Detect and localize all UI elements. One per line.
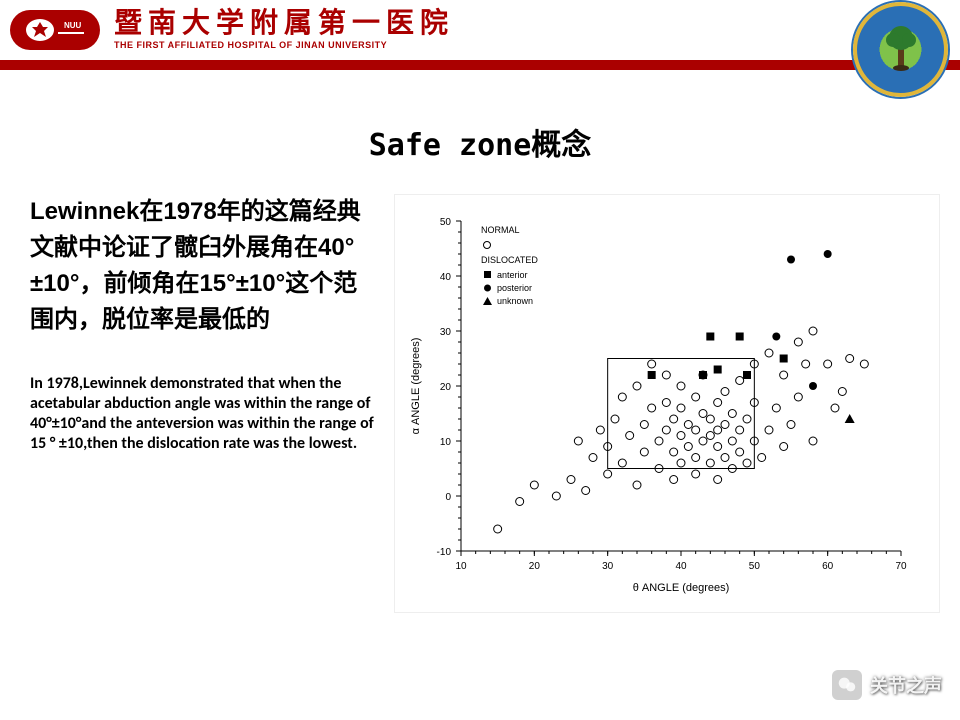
svg-text:NUU: NUU xyxy=(64,21,82,30)
svg-text:10: 10 xyxy=(440,437,452,448)
svg-text:unknown: unknown xyxy=(497,296,533,306)
svg-text:70: 70 xyxy=(895,561,907,572)
svg-text:0: 0 xyxy=(445,492,451,503)
svg-text:10: 10 xyxy=(455,561,467,572)
svg-text:20: 20 xyxy=(440,382,452,393)
hospital-name-en: THE FIRST AFFILIATED HOSPITAL OF JINAN U… xyxy=(114,40,454,50)
svg-text:60: 60 xyxy=(822,561,834,572)
svg-text:50: 50 xyxy=(749,561,761,572)
scatter-chart: 10 20 30 40 50 60 70 -10 0 10 20 30 40 50 θ ANGLE (deg… xyxy=(394,194,940,613)
hospital-name-cn: 暨南大学附属第一医院 xyxy=(114,10,454,38)
svg-text:30: 30 xyxy=(602,561,614,572)
svg-text:40: 40 xyxy=(440,272,452,283)
page-title: Safe zone概念 xyxy=(0,120,960,164)
institute-seal-icon xyxy=(853,2,948,97)
svg-text:-10: -10 xyxy=(437,547,452,558)
svg-text:20: 20 xyxy=(529,561,541,572)
svg-text:NORMAL: NORMAL xyxy=(481,225,520,235)
svg-text:40: 40 xyxy=(675,561,687,572)
watermark: 关节之声 xyxy=(832,670,942,700)
header-bar: NUU 暨南大学附属第一医院 THE FIRST AFFILIATED HOSP… xyxy=(0,0,960,60)
svg-text:DISLOCATED: DISLOCATED xyxy=(481,255,538,265)
header-divider xyxy=(0,60,960,70)
chart-column: 10 20 30 40 50 60 70 -10 0 10 20 30 40 50 θ ANGLE (deg… xyxy=(394,194,940,613)
watermark-text: 关节之声 xyxy=(870,672,942,698)
hospital-logo-icon: NUU xyxy=(10,10,100,50)
paragraph-en: In 1978,Lewinnek demonstrated that when … xyxy=(30,374,380,454)
svg-text:50: 50 xyxy=(440,217,452,228)
text-column: Lewinnek在1978年的这篇经典文献中论证了髋臼外展角在40°±10°，前… xyxy=(30,194,380,613)
svg-text:anterior: anterior xyxy=(497,270,528,280)
svg-text:30: 30 xyxy=(440,327,452,338)
svg-text:α ANGLE (degrees): α ANGLE (degrees) xyxy=(410,338,422,435)
content-row: Lewinnek在1978年的这篇经典文献中论证了髋臼外展角在40°±10°，前… xyxy=(0,164,960,613)
wechat-icon xyxy=(832,670,862,700)
svg-text:θ ANGLE (degrees): θ ANGLE (degrees) xyxy=(633,582,730,594)
header-text-block: 暨南大学附属第一医院 THE FIRST AFFILIATED HOSPITAL… xyxy=(114,10,454,50)
paragraph-cn: Lewinnek在1978年的这篇经典文献中论证了髋臼外展角在40°±10°，前… xyxy=(30,194,380,338)
svg-text:posterior: posterior xyxy=(497,283,532,293)
